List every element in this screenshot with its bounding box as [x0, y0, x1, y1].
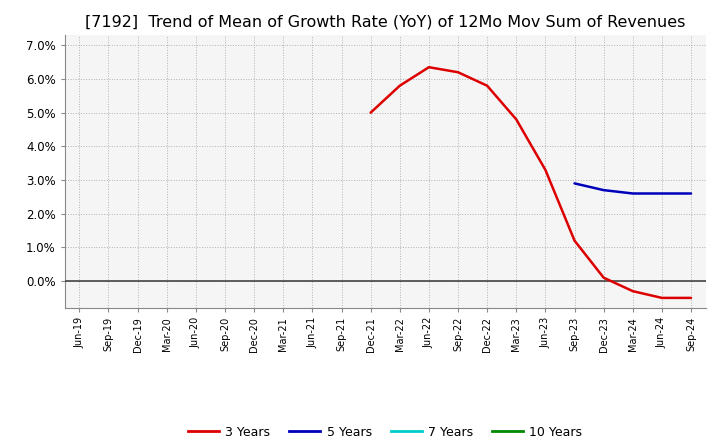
Legend: 3 Years, 5 Years, 7 Years, 10 Years: 3 Years, 5 Years, 7 Years, 10 Years: [183, 421, 588, 440]
Title: [7192]  Trend of Mean of Growth Rate (YoY) of 12Mo Mov Sum of Revenues: [7192] Trend of Mean of Growth Rate (YoY…: [85, 15, 685, 30]
